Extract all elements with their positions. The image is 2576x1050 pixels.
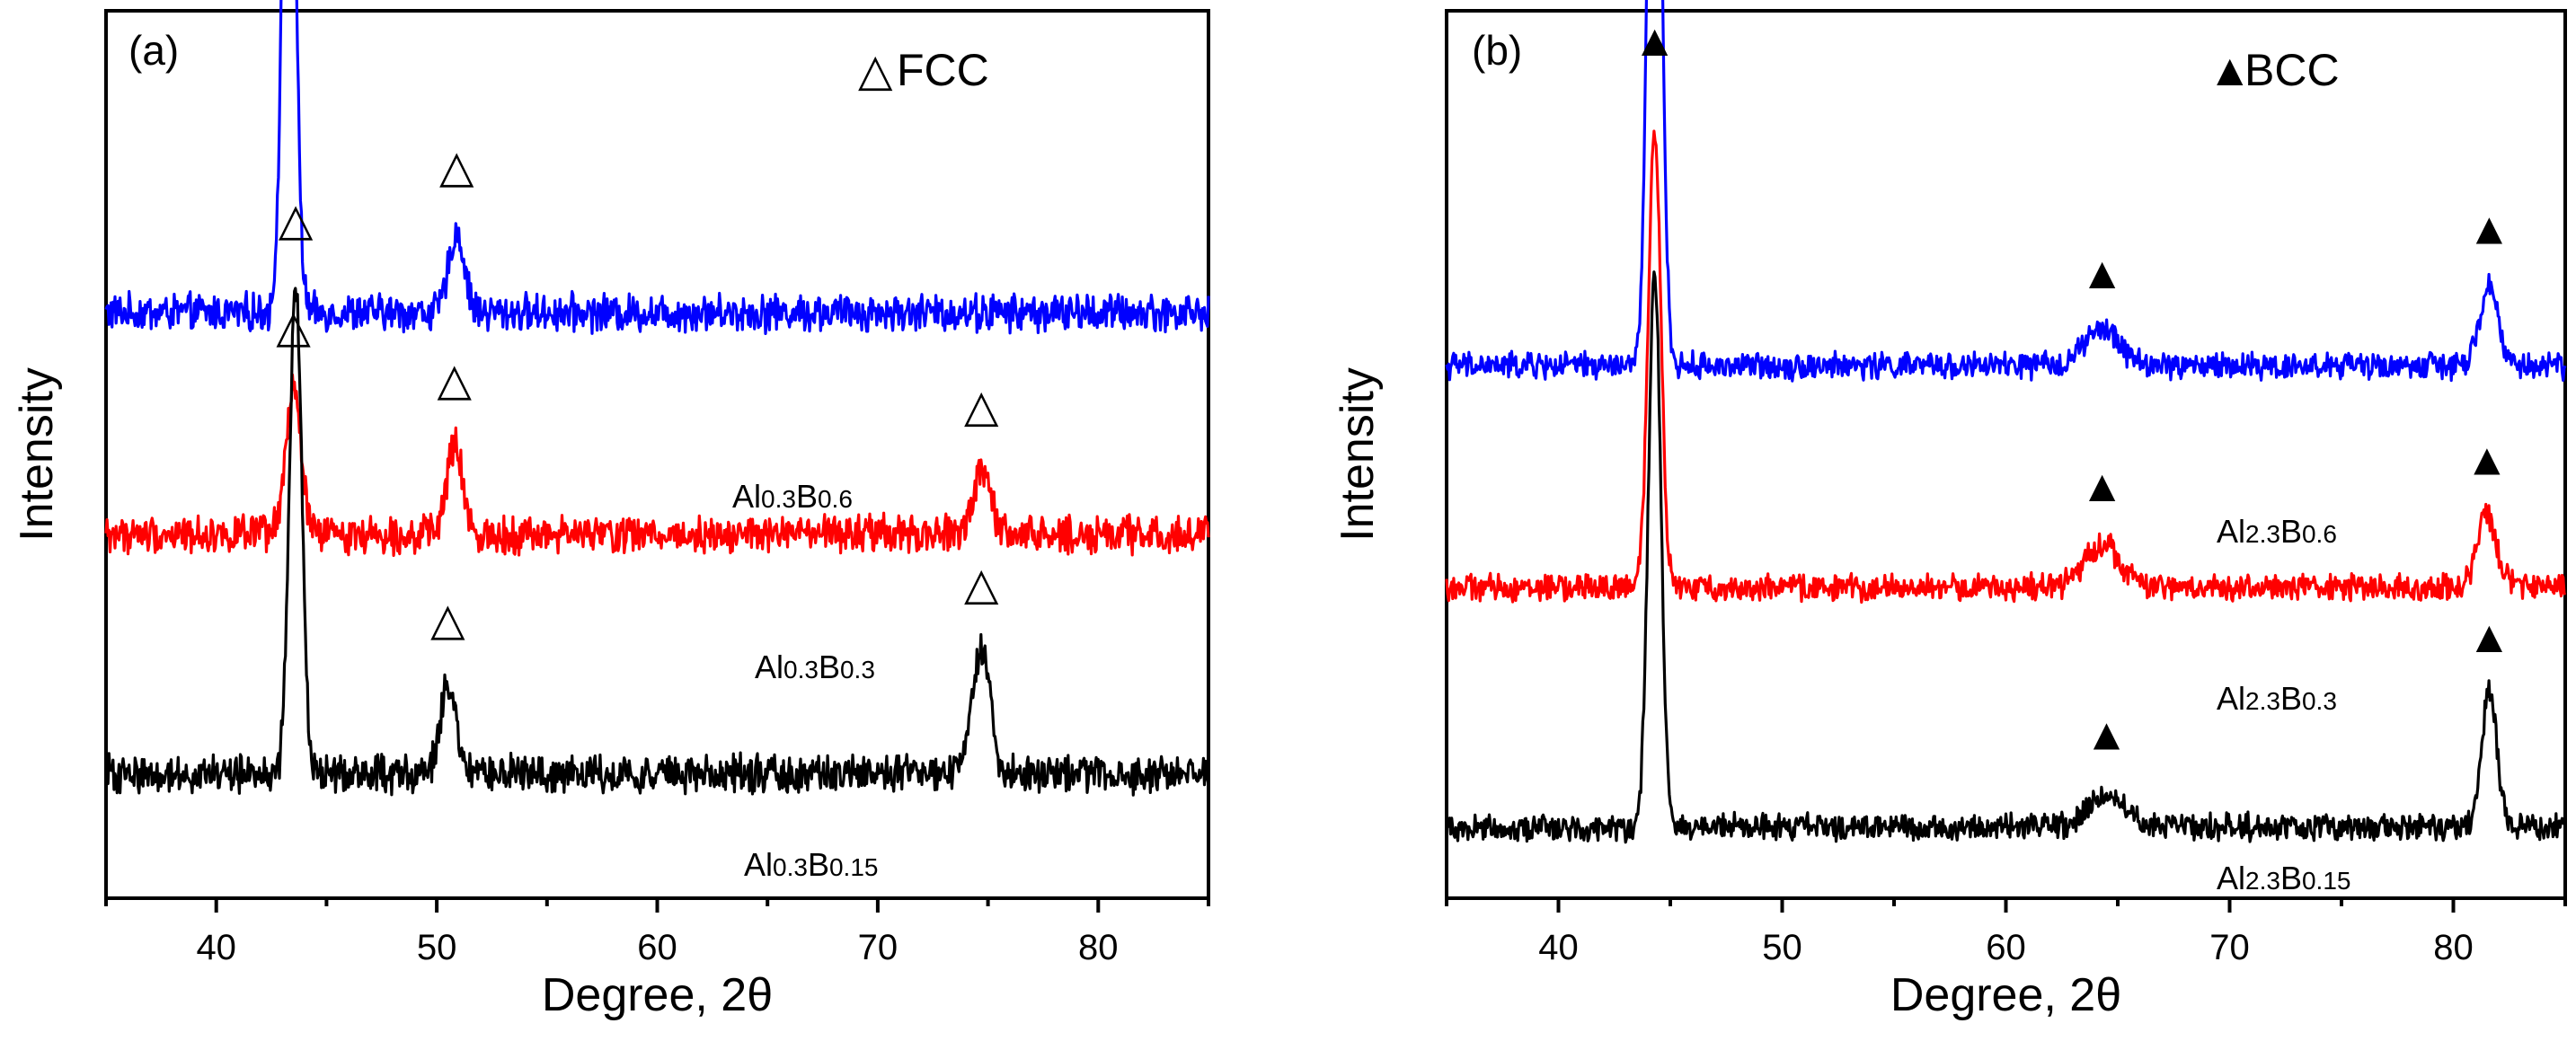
series-line-Al2.3B0.6 [1445, 0, 2567, 383]
sample-label-subscript: 0.6 [2302, 520, 2337, 548]
sample-label: Al0.3B0.15 [744, 846, 878, 883]
sample-label: Al2.3B0.3 [2217, 680, 2337, 717]
legend-label: BCC [2244, 45, 2340, 95]
sample-label-subscript: 0.3 [773, 853, 808, 881]
sample-label: Al0.3B0.3 [755, 649, 875, 685]
y-axis-title: Intensity [11, 367, 63, 542]
sample-label-subscript: 0.3 [783, 656, 819, 684]
y-axis-title: Intensity [1332, 367, 1384, 542]
peak-marker: ▲ [2465, 434, 2510, 484]
sample-label-element: Al [744, 846, 773, 883]
x-tick-label: 70 [858, 928, 899, 967]
sample-label-element: B [2280, 680, 2302, 717]
sample-label-subscript: 2.3 [2245, 520, 2280, 548]
sample-label-element: B [808, 846, 829, 883]
x-tick-label: 40 [196, 928, 236, 967]
series-line-Al0.3B0.3 [104, 373, 1210, 558]
x-tick-label: 80 [2433, 928, 2474, 967]
x-tick-label: 60 [637, 928, 677, 967]
x-tick-label: 50 [1762, 928, 1802, 967]
peak-marker: ▲ [1633, 15, 1677, 66]
panel-label: (b) [1472, 27, 1522, 74]
sample-label-element: B [819, 649, 840, 685]
sample-label-element: B [2280, 513, 2302, 550]
sample-label-element: B [2280, 860, 2302, 896]
sample-label: Al2.3B0.6 [2217, 513, 2337, 550]
panel-label: (a) [128, 27, 179, 74]
peak-marker: ▲ [2467, 612, 2512, 662]
peak-marker: △ [279, 195, 314, 245]
sample-label-subscript: 0.6 [818, 485, 853, 513]
sample-label-subscript: 0.3 [2302, 687, 2337, 715]
sample-label-subscript: 2.3 [2245, 687, 2280, 715]
series-line-Al0.3B0.6 [104, 0, 1210, 335]
sample-label-subscript: 0.15 [829, 853, 879, 881]
peak-marker: ▲ [2467, 204, 2512, 254]
series-line-Al2.3B0.15 [1445, 270, 2566, 844]
peak-marker: △ [439, 141, 474, 191]
sample-label-subscript: 0.15 [2302, 867, 2351, 895]
x-axis-title: Degree, 2θ [542, 969, 773, 1021]
peak-marker: ▲ [2080, 248, 2125, 298]
sample-label-element: Al [2217, 860, 2245, 896]
sample-label-subscript: 0.3 [761, 485, 796, 513]
legend-symbol: ▲ [2208, 45, 2253, 95]
series-line-Al0.3B0.15 [104, 287, 1210, 797]
peak-marker: ▲ [2080, 461, 2125, 511]
x-tick-label: 80 [1078, 928, 1119, 967]
sample-label-subscript: 2.3 [2245, 867, 2280, 895]
sample-label-element: Al [2217, 513, 2245, 550]
x-tick-label: 60 [1986, 928, 2026, 967]
legend-label: FCC [897, 45, 989, 95]
peak-marker: ▲ [2085, 710, 2129, 760]
x-axis-title: Degree, 2θ [1890, 969, 2121, 1021]
series-line-Al2.3B0.3 [1445, 129, 2567, 604]
sample-label-element: B [796, 478, 818, 515]
peak-marker: △ [438, 355, 473, 405]
peak-marker: △ [964, 559, 999, 609]
sample-label: Al0.3B0.6 [732, 478, 853, 515]
sample-label-element: Al [755, 649, 783, 685]
peak-marker: △ [430, 594, 465, 644]
x-tick-label: 40 [1538, 928, 1579, 967]
x-tick-label: 50 [417, 928, 457, 967]
sample-label-subscript: 0.3 [840, 656, 875, 684]
plot-frame [1445, 9, 2567, 900]
sample-label-element: Al [732, 478, 761, 515]
x-tick-label: 70 [2209, 928, 2250, 967]
peak-marker: △ [964, 381, 999, 431]
legend-symbol: △ [858, 45, 893, 95]
sample-label-element: Al [2217, 680, 2245, 717]
sample-label: Al2.3B0.15 [2217, 860, 2350, 896]
